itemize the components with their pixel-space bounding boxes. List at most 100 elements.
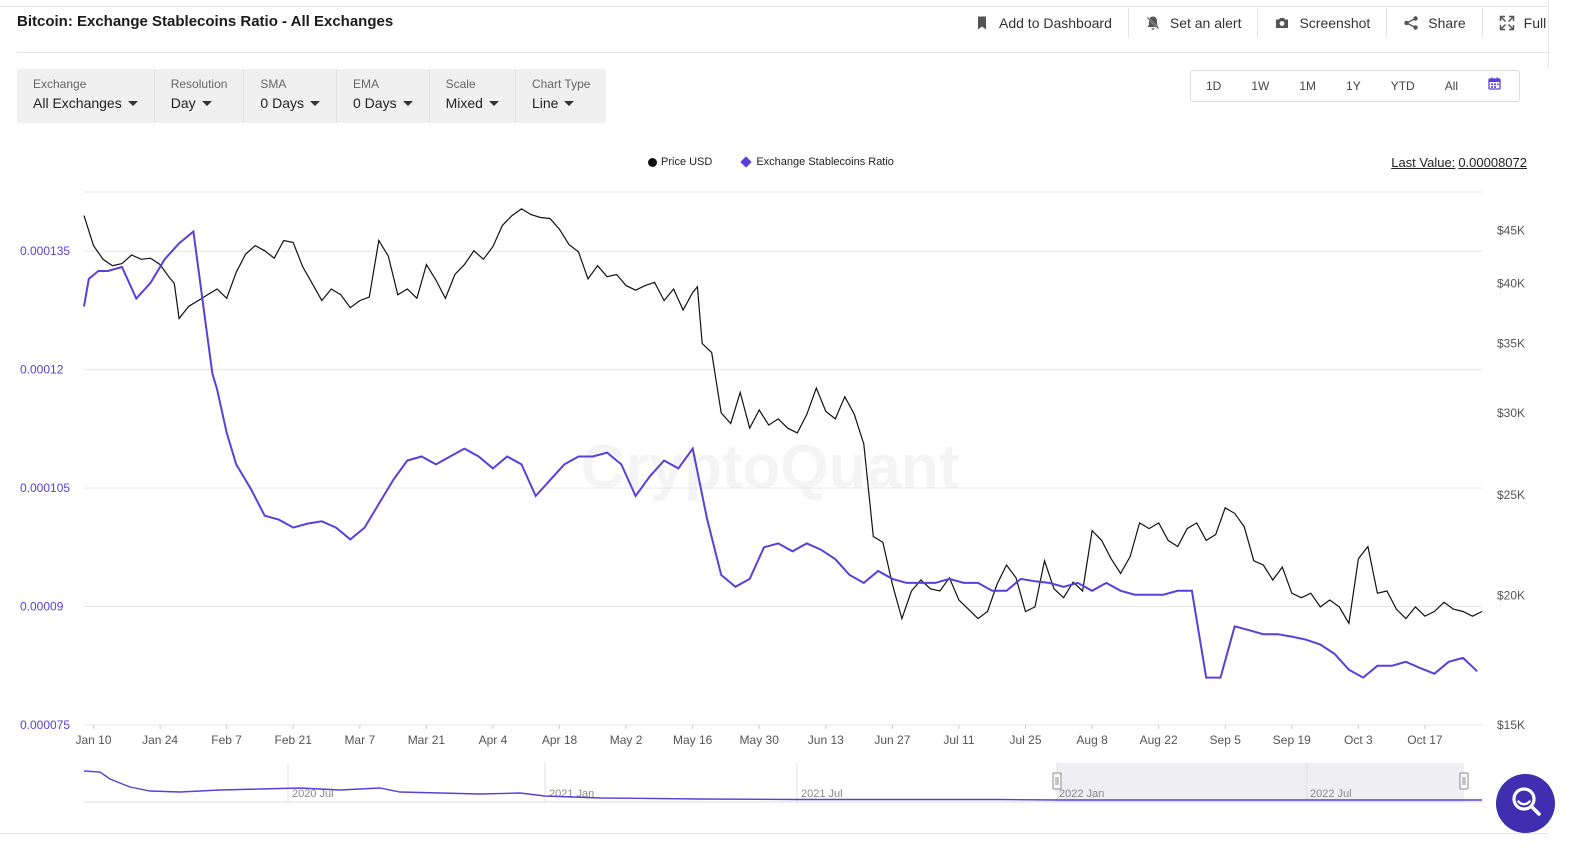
bookmark-icon (974, 15, 990, 31)
toolbar: Add to Dashboard Set an alert Screenshot… (958, 8, 1562, 38)
range-1y-button[interactable]: 1Y (1346, 79, 1361, 93)
last-value-number: 0.00008072 (1458, 155, 1527, 170)
range-ytd-button[interactable]: YTD (1390, 79, 1415, 93)
legend-diamond-marker (740, 156, 753, 168)
page-title: Bitcoin: Exchange Stablecoins Ratio - Al… (17, 13, 394, 30)
resolution-value: Day (170, 95, 196, 111)
ema-label: EMA (353, 77, 380, 91)
chart-legend: Price USD Exchange Stablecoins Ratio (648, 156, 924, 168)
x-tick-label: Aug 8 (1076, 733, 1108, 747)
stablecoins-ratio-line (83, 229, 1478, 679)
right-tick-label: $35K (1497, 336, 1525, 350)
x-tick-label: Feb 21 (275, 733, 313, 747)
scale-select[interactable]: Scale Mixed (428, 69, 515, 123)
x-axis: Jan 10 Jan 24 Feb 7 Feb 21 Mar 7 Mar 21 Apr 4 A… (75, 725, 1443, 747)
navigator-label: 2020 Jul (292, 788, 334, 800)
share-button[interactable]: Share (1386, 8, 1481, 38)
search-icon (1509, 784, 1543, 823)
x-tick-label: Aug 22 (1140, 733, 1178, 747)
right-border (1548, 0, 1549, 68)
legend-ratio-label: Exchange Stablecoins Ratio (756, 156, 894, 168)
chart-grid (84, 191, 1482, 726)
left-tick-label: 0.000135 (20, 244, 70, 258)
time-range-selector: 1D 1W 1M 1Y YTD All (1190, 70, 1521, 102)
caret-down-icon (402, 101, 413, 106)
calendar-button[interactable] (1473, 71, 1519, 101)
camera-icon (1274, 15, 1290, 31)
sma-select[interactable]: SMA 0 Days (243, 69, 336, 123)
x-tick-label: May 30 (740, 733, 780, 747)
navigator-label: 2022 Jul (1310, 788, 1352, 800)
set-alert-button[interactable]: Set an alert (1127, 8, 1258, 38)
sma-value: 0 Days (260, 95, 304, 111)
bell-icon (1145, 15, 1161, 31)
legend-item-ratio[interactable]: Exchange Stablecoins Ratio (740, 156, 894, 168)
right-tick-label: $15K (1497, 718, 1525, 732)
x-tick-label: Jul 25 (1009, 733, 1041, 747)
fullscreen-button[interactable]: Full (1481, 8, 1563, 38)
calendar-icon (1488, 71, 1501, 101)
left-tick-label: 0.00009 (20, 600, 64, 614)
x-tick-label: Oct 3 (1344, 733, 1373, 747)
fullscreen-label: Full (1523, 15, 1547, 31)
x-tick-label: Sep 5 (1210, 733, 1242, 747)
chart-controls: Exchange All Exchanges Resolution Day SM… (17, 69, 607, 123)
range-1w-button[interactable]: 1W (1251, 79, 1270, 93)
range-navigator[interactable]: 2020 Jul 2021 Jan 2021 Jul 2022 Jan 2022 Jul (83, 763, 1482, 803)
chart-type-value: Line (531, 95, 559, 111)
share-icon (1403, 15, 1419, 31)
resolution-label: Resolution (170, 77, 228, 91)
x-tick-label: Mar 7 (344, 733, 375, 747)
x-tick-label: Jun 13 (808, 733, 844, 747)
caret-down-icon (310, 101, 320, 106)
add-to-dashboard-label: Add to Dashboard (999, 15, 1112, 31)
right-tick-label: $30K (1497, 406, 1525, 420)
x-tick-label: Mar 21 (408, 733, 446, 747)
add-to-dashboard-button[interactable]: Add to Dashboard (958, 8, 1128, 38)
navigator-line (83, 770, 1482, 801)
resolution-select[interactable]: Resolution Day (153, 69, 244, 123)
left-tick-label: 0.000075 (20, 718, 70, 732)
chart-type-select[interactable]: Chart Type Line (514, 69, 606, 123)
x-tick-label: Apr 4 (479, 733, 508, 747)
chart-type-label: Chart Type (531, 77, 591, 91)
left-tick-label: 0.00012 (20, 363, 64, 377)
scale-value: Mixed (445, 95, 483, 111)
right-axis: $15K $20K $25K $30K $35K $40K $45K (1497, 223, 1525, 732)
x-tick-label: Sep 19 (1273, 733, 1311, 747)
set-alert-label: Set an alert (1169, 15, 1242, 31)
last-value: Last Value: 0.00008072 (1391, 155, 1527, 170)
range-all-button[interactable]: All (1444, 79, 1459, 93)
top-border (0, 6, 1548, 7)
navigator-label: 2021 Jul (801, 788, 843, 800)
ema-select[interactable]: EMA 0 Days (336, 69, 429, 123)
left-axis: 0.000075 0.00009 0.000105 0.00012 0.000135 (20, 244, 70, 732)
legend-circle-marker (648, 157, 657, 167)
last-value-label: Last Value: (1391, 155, 1456, 170)
chat-button[interactable] (1496, 774, 1555, 833)
x-tick-label: Feb 7 (211, 733, 242, 747)
caret-down-icon (127, 101, 138, 106)
ema-value: 0 Days (353, 95, 397, 111)
exchange-select[interactable]: Exchange All Exchanges (17, 69, 154, 123)
legend-price-label: Price USD (661, 156, 713, 168)
watermark: CryptoQuant (581, 433, 960, 502)
right-tick-label: $20K (1497, 588, 1525, 602)
x-tick-label: May 16 (673, 733, 713, 747)
header-divider (17, 52, 1548, 53)
right-tick-label: $45K (1497, 223, 1525, 237)
left-tick-label: 0.000105 (20, 481, 70, 495)
range-1d-button[interactable]: 1D (1206, 79, 1222, 93)
x-tick-label: Jul 11 (943, 733, 974, 747)
range-1m-button[interactable]: 1M (1299, 79, 1317, 93)
sma-label: SMA (260, 77, 287, 91)
x-tick-label: Jan 10 (75, 733, 111, 747)
x-tick-label: Apr 18 (542, 733, 578, 747)
navigator-handle (1052, 772, 1062, 790)
legend-item-price[interactable]: Price USD (648, 156, 712, 168)
bottom-border (0, 833, 1548, 834)
scale-label: Scale (445, 77, 476, 91)
navigator-selection (1057, 763, 1464, 802)
screenshot-button[interactable]: Screenshot (1257, 8, 1386, 38)
